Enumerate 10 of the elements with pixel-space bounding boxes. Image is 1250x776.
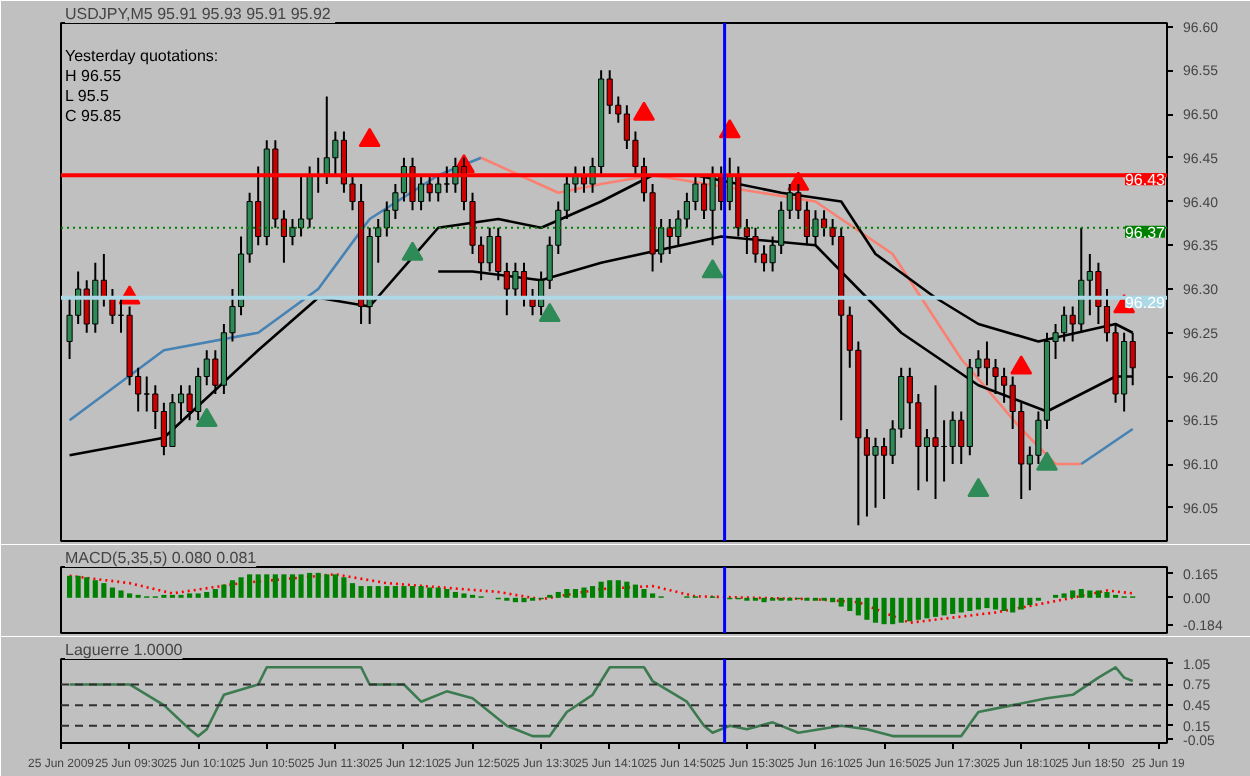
chart-title: MACD(5,35,5) 0.080 0.081 xyxy=(65,549,258,567)
ref-line-label: 96.29 xyxy=(1124,293,1167,312)
chart-title: USDJPY,M5 95.91 95.93 95.91 95.92 xyxy=(65,5,332,23)
ref-line-label: 96.37 xyxy=(1124,223,1167,242)
annotation: H 96.55 xyxy=(65,67,123,85)
annotation: Yesterday quotations: xyxy=(65,47,219,65)
chart-title: Laguerre 1.0000 xyxy=(65,641,184,659)
annotation: C 95.85 xyxy=(65,107,123,125)
annotation: L 95.5 xyxy=(65,87,110,105)
ref-line-label: 96.43 xyxy=(1124,171,1167,190)
